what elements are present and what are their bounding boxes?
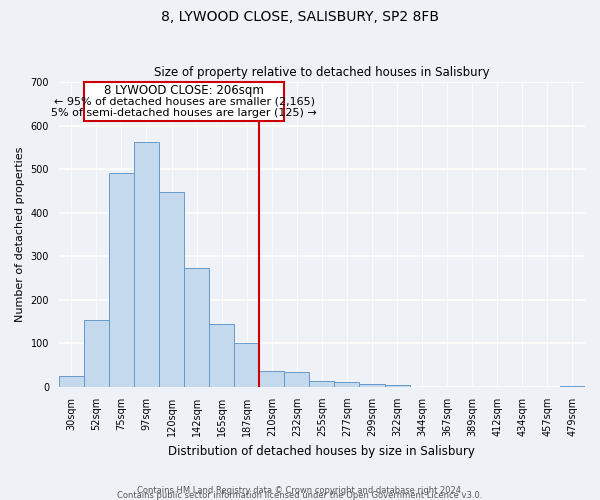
Bar (259, 371, 284, 387)
Bar (310, 381, 334, 387)
Text: ← 95% of detached houses are smaller (2,165): ← 95% of detached houses are smaller (2,… (53, 96, 314, 106)
Bar (109, 173, 134, 387)
Y-axis label: Number of detached properties: Number of detached properties (15, 147, 25, 322)
Bar (159, 192, 184, 387)
Bar (134, 142, 159, 387)
Bar (334, 382, 359, 387)
Bar (209, 324, 234, 387)
FancyBboxPatch shape (84, 82, 284, 122)
Text: Contains HM Land Registry data © Crown copyright and database right 2024.: Contains HM Land Registry data © Crown c… (137, 486, 463, 495)
Text: 8, LYWOOD CLOSE, SALISBURY, SP2 8FB: 8, LYWOOD CLOSE, SALISBURY, SP2 8FB (161, 10, 439, 24)
Title: Size of property relative to detached houses in Salisbury: Size of property relative to detached ho… (154, 66, 490, 80)
Text: 5% of semi-detached houses are larger (125) →: 5% of semi-detached houses are larger (1… (51, 108, 317, 118)
Bar (234, 344, 259, 387)
Bar (59, 376, 84, 387)
Text: Contains public sector information licensed under the Open Government Licence v3: Contains public sector information licen… (118, 490, 482, 500)
Bar (359, 384, 385, 387)
Bar (284, 372, 310, 387)
Bar (385, 385, 410, 387)
Bar (84, 320, 109, 387)
X-axis label: Distribution of detached houses by size in Salisbury: Distribution of detached houses by size … (169, 444, 475, 458)
Bar (560, 386, 585, 387)
Text: 8 LYWOOD CLOSE: 206sqm: 8 LYWOOD CLOSE: 206sqm (104, 84, 264, 97)
Bar (184, 268, 209, 387)
